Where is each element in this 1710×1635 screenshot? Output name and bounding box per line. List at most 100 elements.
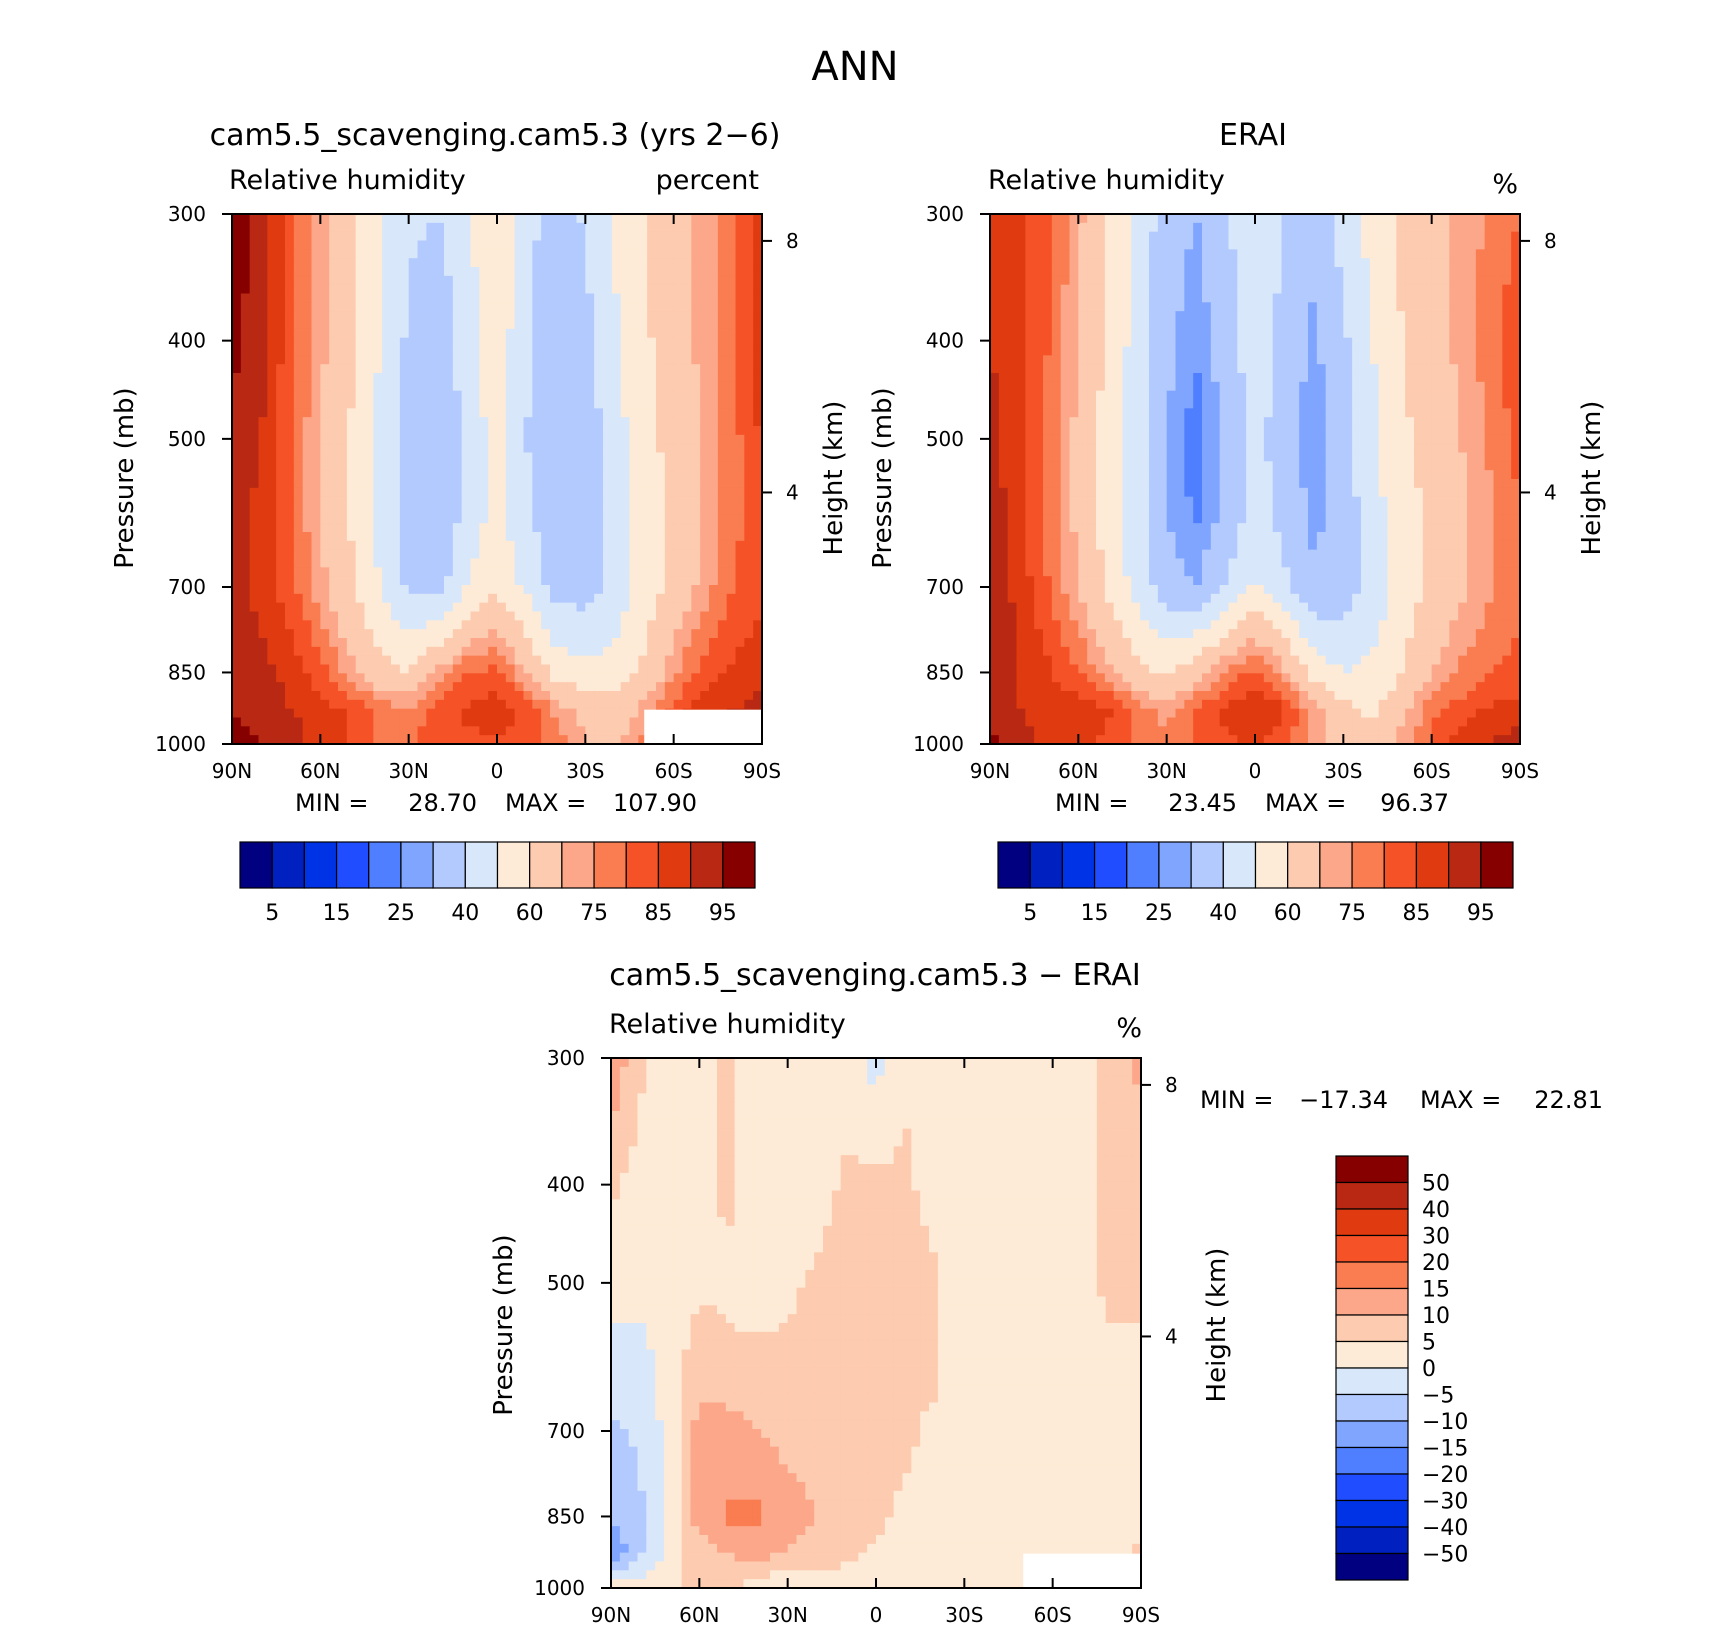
field-cell [259, 576, 268, 585]
field-cell [365, 311, 374, 320]
field-cell [1361, 267, 1370, 276]
field-cell [674, 444, 683, 453]
field-cell [1273, 355, 1282, 364]
field-cell [506, 550, 515, 559]
field-cell [347, 232, 356, 241]
field-cell [744, 612, 753, 621]
field-cell [285, 718, 294, 727]
field-cell [1432, 214, 1441, 223]
field-cell [312, 665, 321, 674]
field-cell [285, 223, 294, 232]
field-cell [744, 382, 753, 391]
field-cell [267, 523, 276, 532]
field-cell [373, 612, 382, 621]
field-cell [990, 373, 999, 382]
field-cell [568, 638, 577, 647]
field-cell [541, 550, 550, 559]
field-cell [506, 726, 515, 735]
field-cell [1025, 347, 1034, 356]
field-cell [674, 249, 683, 258]
field-cell [1467, 276, 1476, 285]
field-cell [1502, 223, 1511, 232]
field-cell [294, 285, 303, 294]
field-cell [453, 700, 462, 709]
field-cell [1105, 249, 1114, 258]
field-cell [267, 514, 276, 523]
field-cell [532, 461, 541, 470]
field-cell [612, 629, 621, 638]
field-cell [329, 311, 338, 320]
field-cell [532, 223, 541, 232]
field-cell [418, 267, 427, 276]
field-cell [418, 408, 427, 417]
field-cell [727, 311, 736, 320]
field-cell [990, 249, 999, 258]
field-cell [621, 408, 630, 417]
field-cell [365, 355, 374, 364]
field-cell [532, 311, 541, 320]
field-cell [462, 258, 471, 267]
field-cell [365, 709, 374, 718]
field-cell [488, 550, 497, 559]
field-cell [709, 214, 718, 223]
field-cell [1149, 400, 1158, 409]
field-cell [744, 603, 753, 612]
field-cell [462, 241, 471, 250]
field-cell [506, 294, 515, 303]
field-cell [1078, 241, 1087, 250]
field-cell [435, 506, 444, 515]
field-cell [1167, 294, 1176, 303]
field-cell [232, 506, 241, 515]
field-cell [259, 320, 268, 329]
field-cell [462, 435, 471, 444]
field-cell [577, 241, 586, 250]
field-cell [1423, 249, 1432, 258]
field-cell [400, 470, 409, 479]
field-cell [444, 417, 453, 426]
field-cell [382, 647, 391, 656]
field-cell [1414, 320, 1423, 329]
field-cell [630, 294, 639, 303]
field-cell [1273, 249, 1282, 258]
field-cell [1317, 382, 1326, 391]
field-cell [674, 497, 683, 506]
field-cell [1335, 329, 1344, 338]
field-cell [453, 364, 462, 373]
field-cell [727, 647, 736, 656]
field-cell [515, 479, 524, 488]
field-cell [497, 355, 506, 364]
field-cell [479, 223, 488, 232]
field-cell [1070, 338, 1079, 347]
field-cell [630, 373, 639, 382]
field-cell [630, 488, 639, 497]
field-cell [1008, 241, 1017, 250]
field-cell [709, 532, 718, 541]
field-cell [1361, 249, 1370, 258]
field-cell [382, 320, 391, 329]
field-cell [1229, 338, 1238, 347]
field-cell [718, 682, 727, 691]
field-cell [612, 276, 621, 285]
field-cell [1211, 373, 1220, 382]
field-cell [303, 612, 312, 621]
field-cell [312, 718, 321, 727]
field-cell [638, 620, 647, 629]
field-cell [320, 276, 329, 285]
field-cell [241, 232, 250, 241]
field-cell [594, 647, 603, 656]
field-cell [621, 691, 630, 700]
field-cell [727, 232, 736, 241]
field-cell [1034, 302, 1043, 311]
field-cell [1070, 223, 1079, 232]
field-cell [479, 700, 488, 709]
field-cell [1017, 267, 1026, 276]
field-cell [400, 294, 409, 303]
field-cell [267, 214, 276, 223]
field-cell [1282, 232, 1291, 241]
field-cell [391, 726, 400, 735]
field-cell [259, 656, 268, 665]
field-cell [329, 647, 338, 656]
field-cell [1114, 294, 1123, 303]
field-cell [259, 682, 268, 691]
field-cell [303, 382, 312, 391]
